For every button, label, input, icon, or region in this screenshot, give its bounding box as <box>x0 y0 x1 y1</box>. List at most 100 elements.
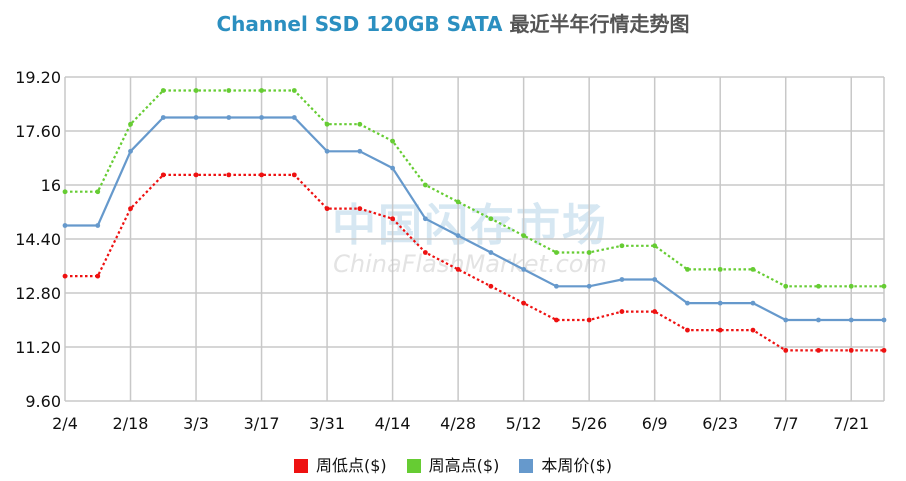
data-point <box>128 121 133 127</box>
legend: 周低点($) 周高点($) 本周价($) <box>0 452 906 476</box>
data-point <box>291 88 297 93</box>
data-point <box>226 115 232 120</box>
legend-item: 周高点($) <box>406 452 499 476</box>
x-tick-label: 5/26 <box>571 414 607 433</box>
y-tick-label: 17.60 <box>15 122 61 141</box>
data-point <box>717 327 723 333</box>
data-point <box>324 206 330 212</box>
grid <box>64 76 885 402</box>
data-point <box>455 266 461 272</box>
y-tick-label: 12.80 <box>15 284 61 303</box>
x-tick-label: 2/4 <box>52 414 78 433</box>
data-point <box>160 88 166 93</box>
series-line <box>65 89 884 288</box>
data-point <box>816 317 821 323</box>
chart-title: Channel SSD 120GB SATA 最近半年行情走势图 <box>0 8 906 37</box>
data-point <box>128 148 133 154</box>
data-point <box>783 283 789 289</box>
data-point <box>291 115 297 120</box>
data-point <box>554 317 559 323</box>
data-point <box>586 283 592 289</box>
data-point <box>652 309 658 314</box>
data-point <box>226 88 232 93</box>
data-point <box>586 250 592 255</box>
data-point <box>390 138 395 144</box>
data-point <box>390 216 395 222</box>
watermark-en: ChinaFlashMarket.com <box>333 250 607 278</box>
legend-label: 本周价($) <box>541 456 612 475</box>
legend-item: 本周价($) <box>519 452 612 476</box>
data-point <box>259 88 264 93</box>
x-tick-label: 6/9 <box>642 414 668 433</box>
data-point <box>881 317 887 323</box>
data-point <box>652 243 658 249</box>
legend-swatch <box>519 459 534 473</box>
legend-label: 周低点($) <box>315 456 387 475</box>
x-tick-label: 5/12 <box>506 414 542 433</box>
series-line <box>65 173 884 352</box>
data-point <box>685 327 690 333</box>
data-point <box>62 223 68 228</box>
data-point <box>291 172 297 178</box>
data-point <box>816 283 821 289</box>
data-point <box>160 172 166 178</box>
x-tick-label: 3/31 <box>309 414 345 433</box>
data-point <box>783 347 789 353</box>
data-point <box>357 121 363 127</box>
x-tick-label: 3/3 <box>183 414 209 433</box>
x-tick-label: 4/28 <box>440 414 476 433</box>
data-point <box>324 148 330 154</box>
data-point <box>62 273 68 279</box>
series-2 <box>62 115 887 323</box>
chart-title-suffix: 最近半年行情走势图 <box>509 12 690 36</box>
data-point <box>95 189 101 195</box>
series-0 <box>62 172 887 353</box>
data-point <box>881 283 887 289</box>
y-tick-label: 16 <box>41 176 61 195</box>
x-tick-label: 7/7 <box>773 414 799 433</box>
data-point <box>259 172 264 178</box>
data-point <box>422 182 428 188</box>
data-point <box>521 233 527 239</box>
chart-title-product: Channel SSD 120GB SATA <box>216 12 503 36</box>
data-point <box>554 283 559 289</box>
data-point <box>521 266 527 272</box>
y-tick-label: 9.60 <box>25 392 61 411</box>
series-layer <box>62 88 887 353</box>
data-point <box>422 250 428 255</box>
data-point <box>554 250 559 255</box>
data-point <box>750 266 756 272</box>
legend-item: 周低点($) <box>293 452 387 476</box>
data-point <box>619 243 625 249</box>
data-point <box>750 300 756 306</box>
series-line <box>65 116 884 322</box>
axes: 9.60 11.20 12.80 14.40 16 17.60 19.20 2/4 2/18 3/… <box>15 68 869 433</box>
data-point <box>717 300 723 306</box>
data-point <box>586 317 592 323</box>
data-point <box>848 347 854 353</box>
x-tick-label: 7/21 <box>833 414 869 433</box>
data-point <box>619 277 625 282</box>
y-tick-label: 19.20 <box>15 68 61 87</box>
data-point <box>685 266 690 272</box>
data-point <box>193 115 199 120</box>
x-tick-label: 2/18 <box>113 414 149 433</box>
data-point <box>848 317 854 323</box>
data-point <box>488 250 494 255</box>
data-point <box>521 300 527 306</box>
data-point <box>455 199 461 205</box>
data-point <box>685 300 690 306</box>
data-point <box>488 216 494 222</box>
x-tick-label: 6/23 <box>702 414 738 433</box>
data-point <box>848 283 854 289</box>
watermark: 中国闪存市场 ChinaFlashMarket.com <box>332 200 607 278</box>
data-point <box>783 317 789 323</box>
data-point <box>422 216 428 222</box>
data-point <box>259 115 264 120</box>
data-point <box>324 121 330 127</box>
data-point <box>881 347 887 353</box>
data-point <box>95 223 101 228</box>
data-point <box>128 206 133 212</box>
data-point <box>455 233 461 239</box>
